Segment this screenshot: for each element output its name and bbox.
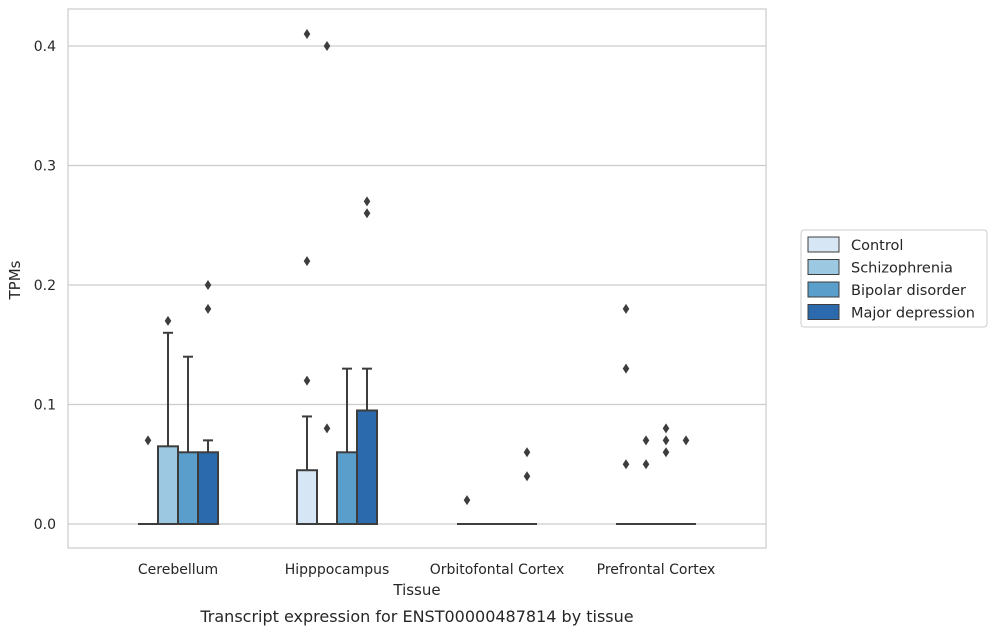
plot-frame — [67, 8, 767, 549]
legend-swatch — [807, 236, 840, 253]
outlier-point — [682, 435, 690, 446]
y-tick-label: 0.2 — [34, 278, 56, 294]
box-body — [336, 451, 358, 525]
box-body — [177, 451, 199, 525]
outlier-point — [622, 459, 630, 470]
box-bipolar-disorder — [656, 423, 676, 525]
outlier-point — [363, 196, 371, 207]
x-tick-labels: Cerebellum Hipppocampus Orbitofontal Corte… — [138, 562, 715, 578]
box-bipolar-disorder — [177, 355, 199, 525]
legend-swatch — [807, 304, 840, 320]
outlier-point — [164, 315, 172, 326]
outlier-point — [523, 447, 531, 458]
legend: Control Schizophrenia Bipolar disorder Majo… — [800, 229, 988, 328]
box-control — [296, 29, 318, 526]
box-schizophrenia — [157, 315, 179, 526]
box-body — [296, 469, 318, 526]
outlier-point — [204, 280, 212, 290]
outlier-point — [303, 256, 311, 267]
outlier-point — [622, 363, 630, 374]
outlier-point — [144, 435, 152, 446]
box-major-depression — [356, 196, 378, 526]
legend-label: Bipolar disorder — [851, 283, 966, 299]
outlier-point — [303, 375, 311, 386]
outlier-point — [642, 435, 650, 446]
y-tick-label: 0.1 — [34, 398, 56, 414]
box-body — [157, 445, 179, 526]
x-tick-label: Cerebellum — [138, 562, 218, 578]
y-tick-labels: 0.0 0.1 0.2 0.3 0.4 — [34, 39, 56, 533]
box-control — [138, 435, 158, 525]
outlier-point — [323, 41, 331, 51]
outlier-point — [642, 459, 650, 470]
legend-label: Major depression — [851, 306, 975, 322]
box-body — [356, 409, 378, 526]
y-tick-label: 0.3 — [34, 159, 56, 175]
legend-swatch — [807, 259, 840, 275]
outlier-point — [204, 303, 212, 314]
outlier-point — [662, 447, 670, 458]
box-schizophrenia — [636, 435, 656, 525]
box-body — [197, 451, 219, 525]
y-axis-label: TPMs — [6, 260, 24, 300]
box-schizophrenia — [317, 41, 337, 525]
box-bipolar-disorder — [336, 367, 358, 525]
x-tick-label: Orbitofontal Cortex — [430, 562, 565, 578]
y-tick-label: 0.0 — [34, 517, 56, 533]
box-major-depression — [197, 280, 219, 525]
x-tick-label: Hipppocampus — [285, 562, 390, 578]
outlier-point — [662, 423, 670, 434]
chart-caption: Transcript expression for ENST0000048781… — [199, 607, 633, 626]
box-control — [616, 303, 636, 525]
box-major-depression — [517, 447, 537, 525]
legend-frame — [800, 229, 988, 328]
box-major-depression — [676, 435, 696, 525]
outlier-point — [363, 208, 371, 219]
x-axis-label: Tissue — [392, 581, 440, 599]
outlier-point — [662, 435, 670, 446]
legend-label: Schizophrenia — [851, 261, 953, 277]
box-control — [457, 495, 477, 525]
outlier-point — [523, 471, 531, 482]
outlier-point — [622, 303, 630, 314]
x-tick-label: Prefrontal Cortex — [597, 562, 716, 578]
legend-swatch — [807, 281, 840, 298]
outlier-point — [463, 495, 471, 506]
y-tick-label: 0.4 — [34, 39, 56, 55]
outlier-point — [303, 29, 311, 40]
box-plots — [138, 29, 696, 526]
outlier-point — [323, 423, 331, 434]
legend-label: Control — [851, 238, 903, 254]
